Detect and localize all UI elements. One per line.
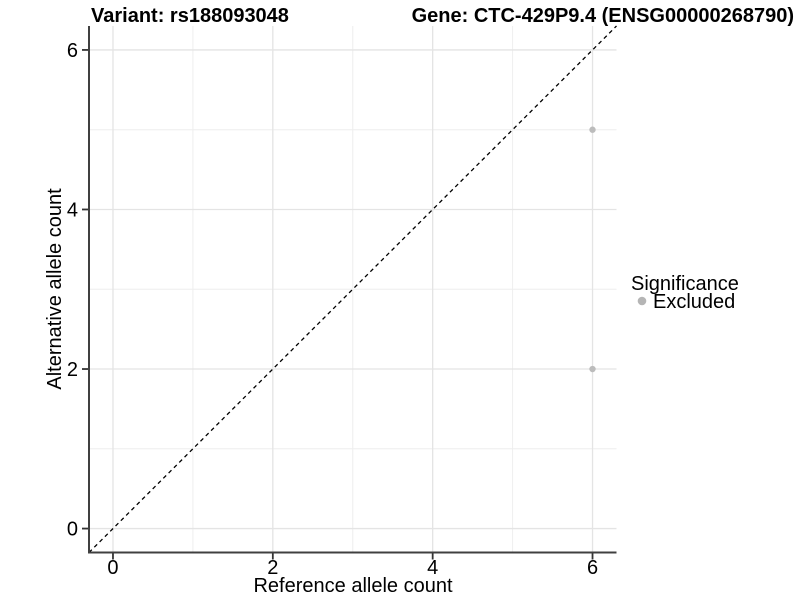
y-axis-label: Alternative allele count [44, 188, 66, 390]
x-axis-label: Reference allele count [253, 575, 452, 597]
y-tick-label: 2 [67, 359, 78, 381]
y-tick-label: 4 [67, 199, 78, 221]
axis-lines [88, 26, 617, 554]
legend-title: Significance [631, 273, 739, 295]
data-point [589, 126, 596, 133]
y-tick-label: 6 [67, 40, 78, 62]
axis-tick-labels: 0 2 4 6 0 2 4 6 [67, 40, 598, 579]
x-tick-label: 6 [587, 557, 598, 579]
x-tick-label: 0 [107, 557, 118, 579]
x-tick-label: 2 [267, 557, 278, 579]
data-points [589, 126, 596, 373]
x-tick-label: 4 [427, 557, 438, 579]
legend-item-excluded: Excluded [637, 291, 735, 313]
plot-title-variant: Variant: rs188093048 [91, 5, 289, 27]
plot-title-gene: Gene: CTC-429P9.4 (ENSG00000268790) [412, 5, 794, 27]
data-point [589, 365, 596, 373]
axis-tick-marks [82, 49, 594, 560]
grid-major-lines [89, 26, 617, 553]
grid-minor-lines [89, 26, 617, 553]
legend: Significance Excluded [631, 273, 739, 313]
legend-swatch-excluded-icon [637, 296, 647, 306]
legend-item-label: Excluded [653, 291, 735, 313]
y-tick-label: 0 [67, 519, 78, 541]
